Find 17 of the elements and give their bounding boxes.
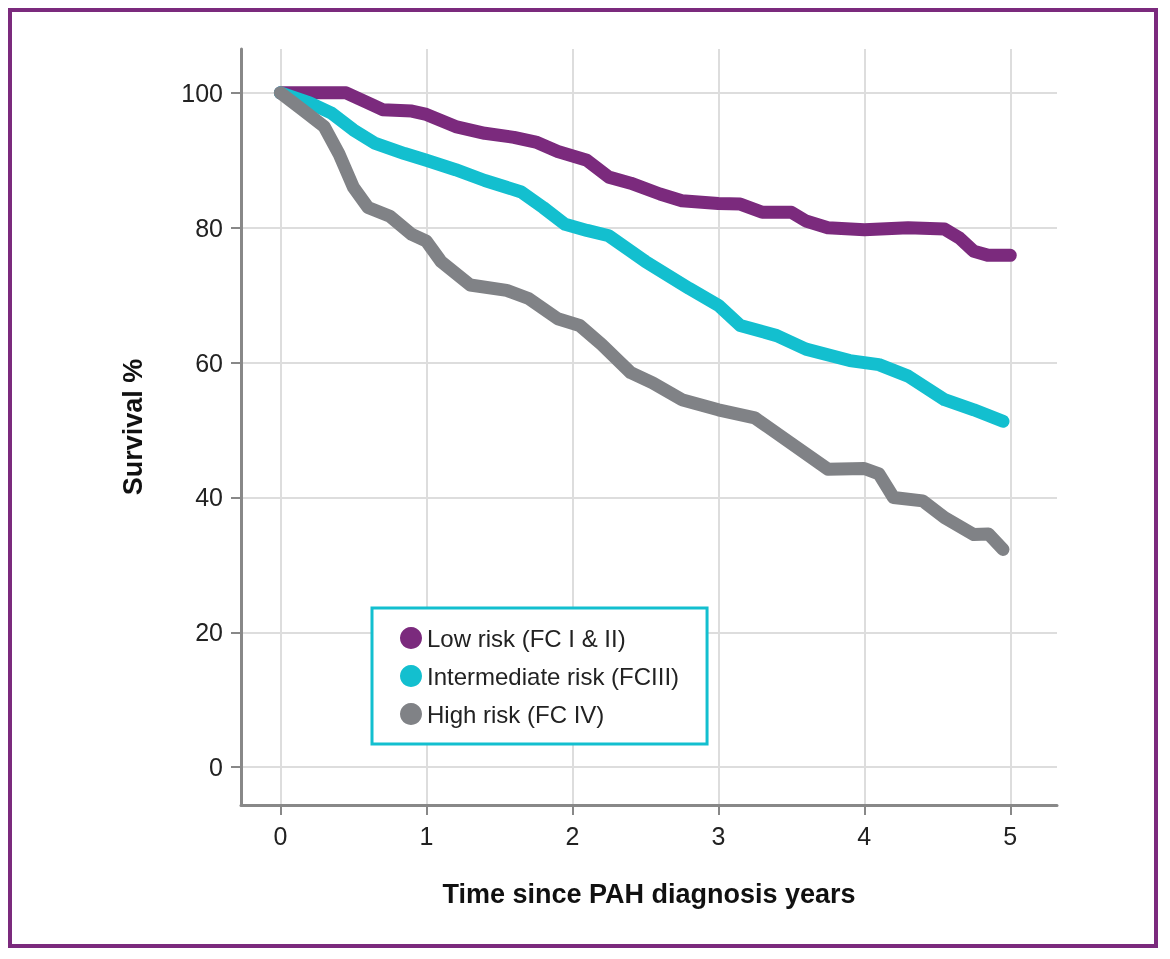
- x-tick-label: 3: [711, 821, 726, 850]
- y-axis-title: Survival %: [117, 358, 148, 496]
- x-tick-label: 4: [857, 821, 872, 850]
- y-tick-label: 100: [181, 78, 223, 107]
- y-tick-label: 80: [195, 213, 223, 242]
- legend-label: High risk (FC IV): [427, 700, 605, 728]
- legend-label: Low risk (FC I & II): [427, 624, 626, 652]
- x-tick-label: 2: [565, 821, 580, 850]
- legend-label: Intermediate risk (FCIII): [427, 662, 680, 690]
- y-tick-label: 0: [209, 753, 223, 782]
- x-tick-label: 1: [419, 821, 434, 850]
- x-tick-label: 5: [1003, 821, 1018, 850]
- y-tick-label: 20: [195, 618, 223, 647]
- x-tick-label: 0: [273, 821, 288, 850]
- x-axis-title: Time since PAH diagnosis years: [442, 878, 856, 909]
- y-tick-label: 40: [195, 483, 223, 512]
- y-tick-label: 60: [195, 348, 223, 377]
